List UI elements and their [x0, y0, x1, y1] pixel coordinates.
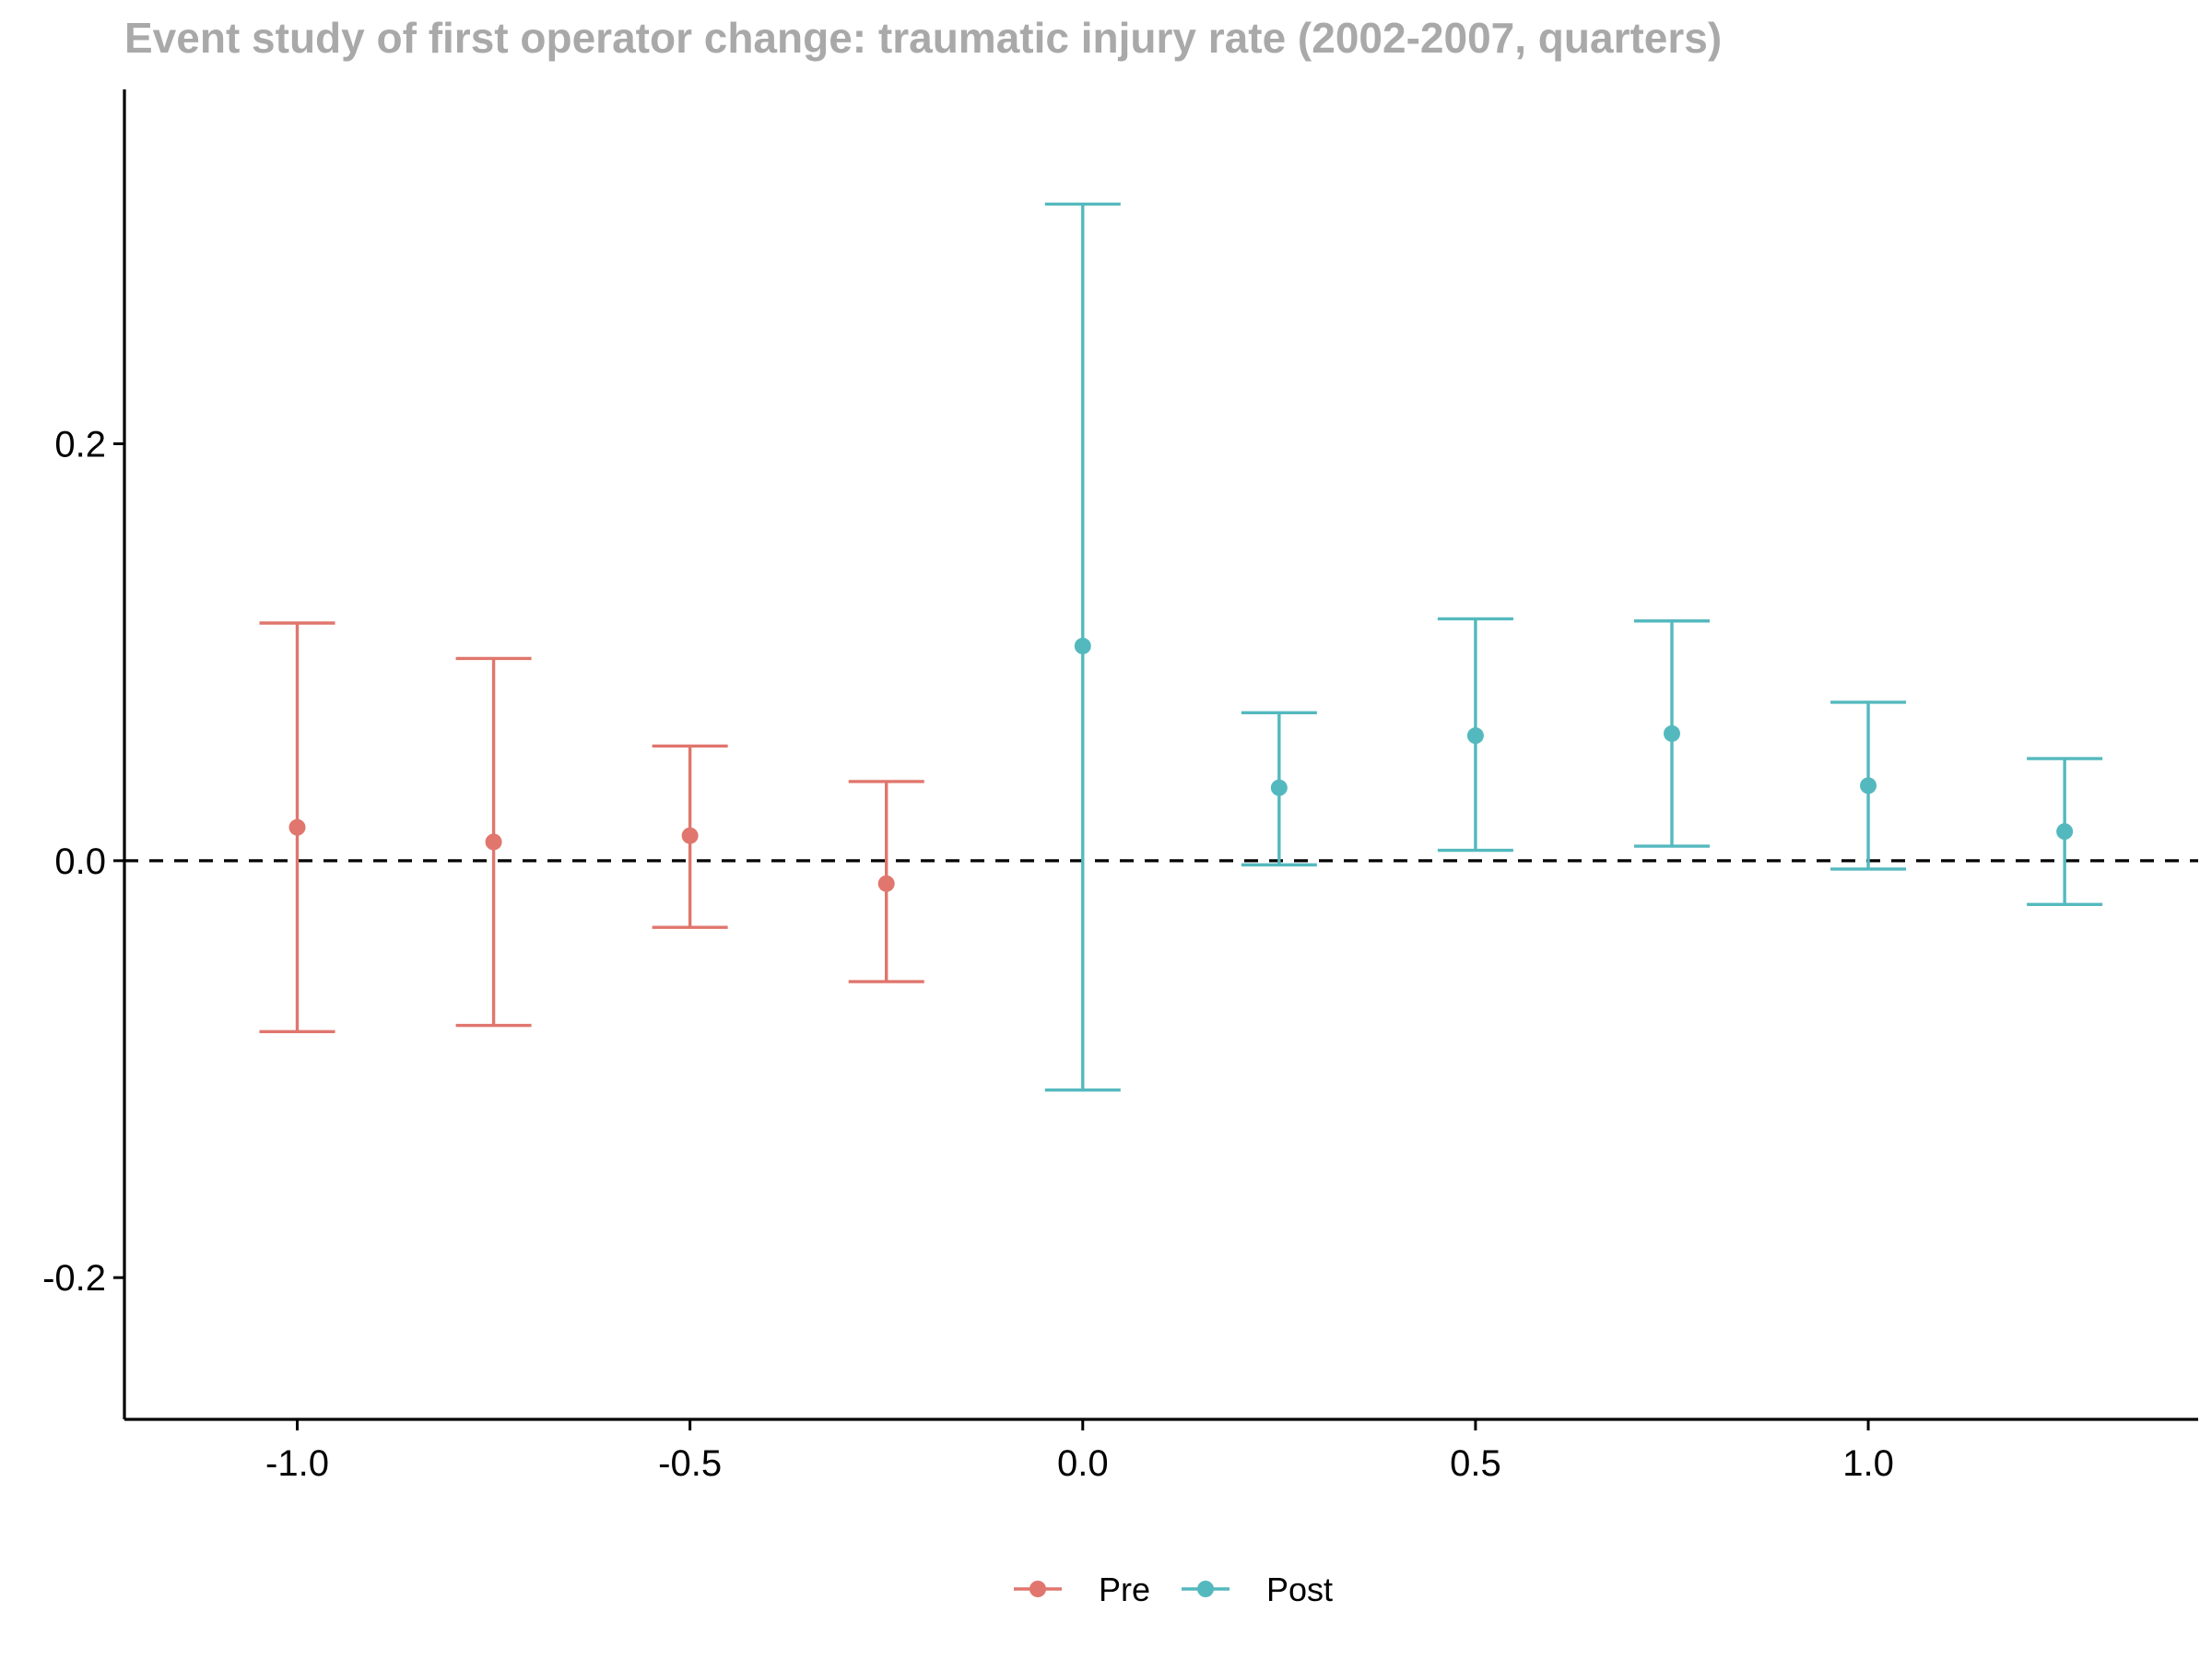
legend-key-point	[1030, 1581, 1046, 1597]
legend-label-pre: Pre	[1099, 1571, 1150, 1608]
chart-marks	[124, 202, 2198, 1092]
series-pre	[259, 621, 924, 1034]
data-point	[1466, 727, 1484, 745]
legend-key-point	[1197, 1581, 1214, 1597]
data-point	[1270, 779, 1288, 796]
x-tick-label: 1.0	[1842, 1443, 1894, 1484]
x-tick-label: 0.5	[1450, 1443, 1501, 1484]
data-point	[288, 818, 306, 836]
y-tick-label: 0.2	[54, 424, 106, 465]
y-tick-label: 0.0	[54, 841, 106, 882]
data-point	[1663, 724, 1680, 742]
data-point	[681, 827, 699, 844]
data-point	[877, 875, 895, 892]
axes: -0.2 0.0 0.2 -1.0 -0.5 0.0 0.5 1.0	[42, 89, 2198, 1484]
data-point	[1860, 777, 1877, 794]
legend: Pre Post	[1014, 1571, 1333, 1608]
data-point	[485, 833, 502, 851]
x-tick-label: -0.5	[658, 1443, 722, 1484]
y-tick-label: -0.2	[42, 1258, 106, 1299]
x-tick-label: 0.0	[1057, 1443, 1109, 1484]
chart-title: Event study of first operator change: tr…	[124, 14, 1723, 62]
data-point	[1074, 637, 1091, 654]
x-tick-label: -1.0	[265, 1443, 329, 1484]
legend-label-post: Post	[1266, 1571, 1333, 1608]
data-point	[2056, 823, 2074, 841]
series-post	[1044, 202, 2103, 1092]
